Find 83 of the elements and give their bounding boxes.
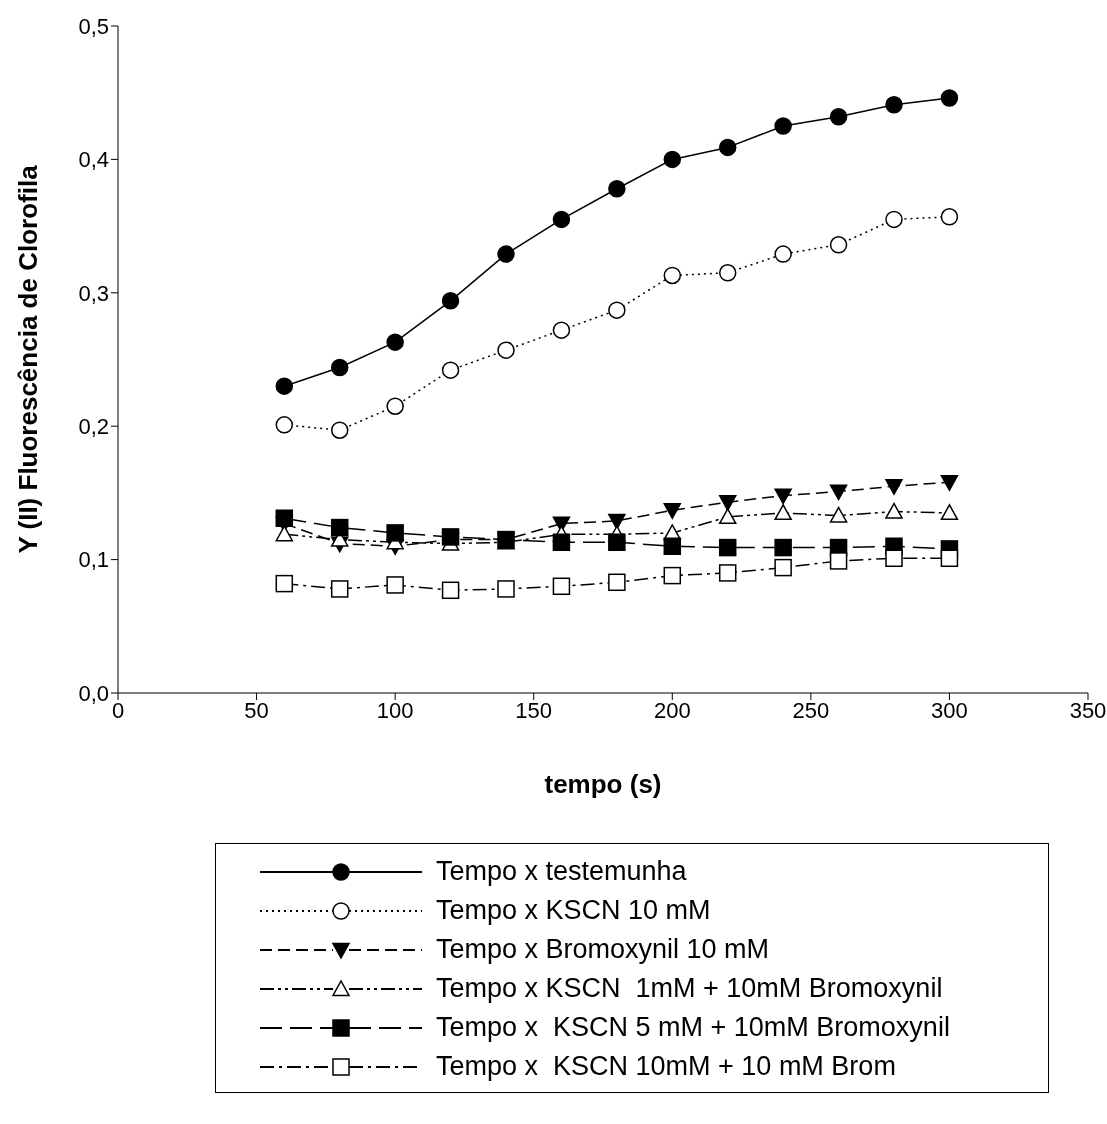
point bbox=[552, 577, 571, 596]
legend-label: Tempo x KSCN 10 mM bbox=[436, 895, 711, 926]
point bbox=[275, 574, 294, 593]
point bbox=[718, 508, 737, 525]
legend-label: Tempo x KSCN 10mM + 10 mM Brom bbox=[436, 1051, 896, 1082]
point bbox=[386, 576, 404, 594]
point bbox=[663, 566, 682, 585]
point bbox=[829, 107, 848, 126]
x-tick-label: 50 bbox=[244, 697, 269, 723]
x-tick-label: 100 bbox=[376, 697, 414, 723]
point bbox=[663, 537, 682, 556]
point bbox=[718, 264, 737, 282]
point bbox=[774, 488, 792, 505]
point bbox=[940, 208, 959, 226]
point bbox=[940, 549, 959, 568]
point bbox=[718, 138, 737, 157]
point bbox=[718, 538, 737, 557]
point bbox=[885, 210, 903, 229]
point bbox=[441, 528, 460, 546]
point bbox=[829, 506, 848, 523]
x-tick-label: 250 bbox=[792, 697, 830, 723]
point bbox=[663, 150, 682, 169]
x-tick-label: 150 bbox=[515, 697, 553, 723]
legend-label: Tempo x KSCN 5 mM + 10mM Bromoxynil bbox=[436, 1012, 950, 1043]
point bbox=[552, 533, 571, 552]
point bbox=[885, 95, 903, 114]
point bbox=[497, 245, 515, 263]
point bbox=[330, 518, 349, 537]
point bbox=[275, 525, 294, 542]
point bbox=[608, 533, 626, 552]
x-tick-label: 200 bbox=[653, 697, 691, 723]
point bbox=[608, 301, 626, 319]
point bbox=[608, 180, 626, 198]
point bbox=[885, 479, 903, 495]
y-axis-title: Y (II) Fluorescência de Clorofila bbox=[13, 164, 44, 554]
x-axis-title: tempo (s) bbox=[544, 769, 662, 800]
y-tick-label: 0,3 bbox=[78, 280, 109, 306]
x-tick-label: 350 bbox=[1069, 697, 1107, 723]
y-tick-label: 0,5 bbox=[78, 13, 109, 39]
y-tick-label: 0,0 bbox=[78, 680, 109, 706]
point bbox=[829, 552, 848, 570]
point bbox=[275, 377, 294, 395]
point bbox=[386, 397, 404, 415]
point bbox=[552, 210, 571, 229]
point bbox=[330, 580, 349, 598]
point bbox=[829, 484, 848, 501]
point bbox=[940, 475, 959, 491]
x-tick-label: 0 bbox=[111, 697, 125, 723]
legend-label: Tempo x testemunha bbox=[436, 856, 687, 887]
point bbox=[275, 416, 294, 434]
point bbox=[330, 358, 349, 377]
point bbox=[275, 509, 294, 527]
y-tick-label: 0,4 bbox=[78, 147, 109, 173]
point bbox=[774, 504, 792, 521]
point bbox=[885, 502, 903, 519]
point bbox=[774, 117, 792, 135]
legend-label: Tempo x KSCN 1mM + 10mM Bromoxynil bbox=[436, 973, 943, 1004]
point bbox=[718, 564, 737, 582]
point bbox=[608, 513, 626, 530]
point bbox=[774, 538, 792, 557]
point bbox=[330, 421, 349, 439]
point bbox=[386, 524, 404, 542]
point bbox=[552, 321, 571, 339]
point bbox=[663, 266, 682, 285]
legend-label: Tempo x Bromoxynil 10 mM bbox=[436, 934, 770, 965]
point bbox=[829, 236, 848, 254]
point bbox=[663, 503, 682, 519]
x-tick-label: 300 bbox=[931, 697, 968, 723]
point bbox=[497, 341, 515, 359]
point bbox=[497, 580, 515, 598]
y-tick-label: 0,2 bbox=[78, 414, 109, 440]
point bbox=[718, 495, 737, 511]
point bbox=[940, 504, 959, 521]
point bbox=[774, 245, 792, 263]
point bbox=[441, 361, 460, 379]
y-tick-label: 0,1 bbox=[78, 547, 109, 573]
point bbox=[885, 549, 903, 568]
point bbox=[608, 573, 626, 592]
point bbox=[386, 333, 404, 351]
point bbox=[774, 558, 792, 577]
point bbox=[441, 292, 460, 310]
point bbox=[441, 581, 460, 600]
point bbox=[940, 89, 959, 107]
